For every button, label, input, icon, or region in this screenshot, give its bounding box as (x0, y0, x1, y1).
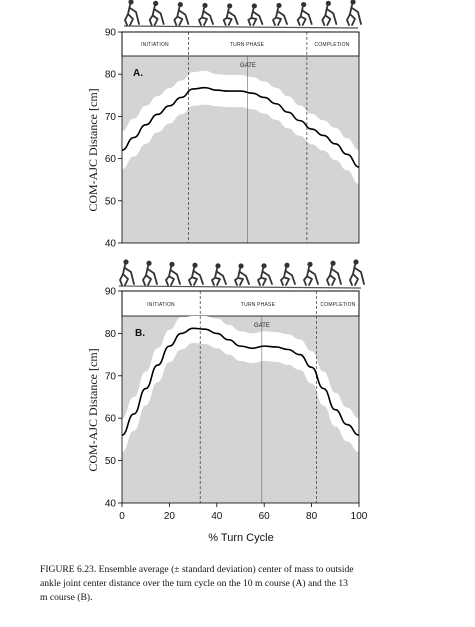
panel-a-y-axis-label: COM-AJC Distance [cm] (86, 88, 100, 211)
x-tick-label: 80 (306, 511, 318, 522)
x-axis-label: % Turn Cycle (208, 532, 273, 544)
panel-a-y-axis: 40 50 60 70 80 90 (105, 28, 122, 250)
skier-figure (346, 0, 362, 26)
panel-b-y-tick-label: 50 (105, 456, 117, 467)
panel-a-gate-label: GATE (240, 63, 256, 69)
panel-b-phase-initiation: INITIATION (147, 302, 175, 308)
panel-b-gate-label: GATE (254, 323, 270, 329)
panel-b-phase-completion: COMPLETION (320, 302, 355, 308)
panel-a-label: A. (133, 68, 143, 79)
skier-sequence-top (123, 0, 362, 29)
x-tick-label: 60 (259, 511, 271, 522)
panel-b-label: B. (135, 328, 145, 339)
caption-line-1: FIGURE 6.23. Ensemble average (± standar… (40, 564, 354, 575)
figure-caption: FIGURE 6.23. Ensemble average (± standar… (40, 563, 460, 604)
panel-b-sd-band (122, 316, 359, 453)
skier-figure (272, 2, 288, 26)
panel-b-mean-line (121, 327, 360, 436)
skier-figure (321, 0, 338, 26)
skier-figure (303, 261, 319, 286)
skier-figure (222, 3, 239, 26)
skier-figure (173, 1, 190, 26)
panel-a-phase-initiation: INITIATION (141, 42, 169, 48)
caption-line-3: m course (B). (40, 591, 93, 603)
x-tick-label: 100 (351, 511, 368, 522)
panel-a-y-tick-label: 50 (105, 196, 117, 207)
x-tick-label: 0 (119, 511, 125, 522)
skier-figure (165, 261, 181, 286)
skier-figure (296, 1, 313, 26)
panel-a-y-tick-label: 80 (105, 70, 117, 81)
skier-figure (326, 260, 342, 286)
x-tick-label: 40 (211, 511, 223, 522)
skier-figure (349, 259, 365, 286)
skier-figure (148, 0, 165, 26)
skier-figure (257, 263, 273, 286)
panel-b-y-tick-label: 60 (105, 414, 117, 425)
panel-b-y-tick-label: 70 (105, 371, 117, 382)
panel-b-y-axis-label: COM-AJC Distance [cm] (86, 348, 100, 471)
panel-a: INITIATION TURN PHASE COMPLETION GATE A.… (86, 28, 360, 250)
panel-a-phase-bar (121, 31, 360, 57)
panel-a-y-tick-label: 40 (105, 239, 117, 250)
skier-figure (188, 262, 204, 286)
skier-figure (198, 2, 214, 26)
panel-b-y-tick-label: 90 (105, 287, 117, 298)
panel-b-y-axis: 40 50 60 70 80 90 (105, 287, 122, 510)
panel-b-x-axis: 0 20 40 60 80 100 (119, 503, 368, 522)
skier-figure (211, 263, 227, 286)
skier-figure (142, 260, 158, 286)
caption-line-2: ankle joint center distance over the tur… (40, 577, 348, 589)
panel-a-sd-band (122, 70, 359, 184)
panel-b-y-tick-label: 80 (105, 329, 117, 340)
panel-a-mean-line (121, 86, 360, 168)
panel-b-phase-turn: TURN PHASE (241, 302, 276, 308)
panel-b-y-tick-label: 40 (105, 499, 117, 510)
skier-figure (234, 263, 250, 286)
skier-figure (124, 0, 140, 26)
skier-figure (280, 262, 296, 286)
panel-a-phase-completion: COMPLETION (314, 42, 349, 48)
panel-a-y-tick-label: 70 (105, 112, 117, 123)
panel-b-phase-bar (121, 290, 360, 317)
x-tick-label: 20 (164, 511, 176, 522)
panel-b: INITIATION TURN PHASE COMPLETION GATE B.… (86, 287, 368, 545)
skier-figure (247, 3, 264, 26)
skier-figure (119, 259, 135, 286)
skier-sequence-bottom (118, 259, 365, 289)
panel-a-y-tick-label: 60 (105, 154, 117, 165)
panel-a-phase-turn: TURN PHASE (230, 42, 265, 48)
panel-a-y-tick-label: 90 (105, 28, 117, 39)
